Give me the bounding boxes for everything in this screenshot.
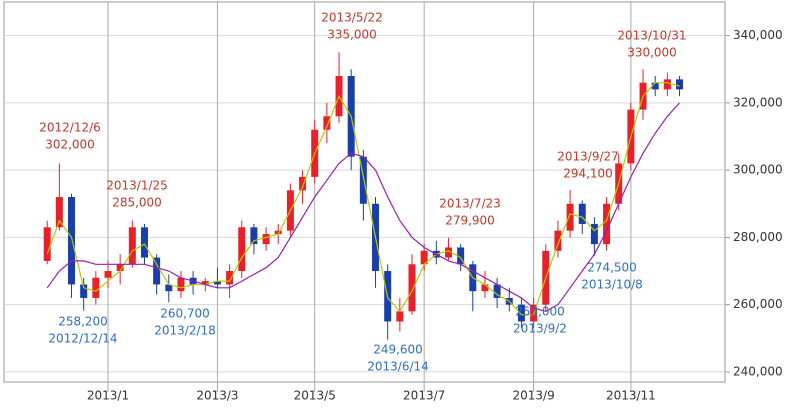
candle-body bbox=[201, 281, 209, 285]
x-tick-label: 2013/1 bbox=[87, 389, 129, 403]
y-tick-label: 240,000 bbox=[733, 364, 783, 378]
annotation-date: 2013/10/31 bbox=[617, 29, 686, 43]
annotation-value: 285,000 bbox=[112, 196, 162, 210]
candle-body bbox=[226, 271, 234, 285]
moving-average-line bbox=[46, 82, 680, 316]
annotation-date: 258,200 bbox=[58, 315, 108, 329]
annotation-value: 302,000 bbox=[45, 138, 95, 152]
candle-body bbox=[420, 250, 428, 265]
annotation-value: 2013/10/8 bbox=[581, 278, 643, 292]
annotation-value: 279,900 bbox=[445, 214, 495, 228]
candle-body bbox=[566, 203, 574, 231]
annotation-date: 2012/12/6 bbox=[39, 121, 101, 135]
candle-body bbox=[68, 197, 76, 285]
candle-body bbox=[481, 284, 489, 292]
candle-body bbox=[578, 203, 586, 224]
annotation-value: 335,000 bbox=[327, 28, 377, 42]
candle-body bbox=[396, 311, 404, 322]
candle-body bbox=[262, 234, 270, 245]
annotation-date: 260,700 bbox=[160, 307, 210, 321]
candle-body bbox=[590, 223, 598, 245]
annotation-date: 274,500 bbox=[587, 261, 637, 275]
candle-body bbox=[408, 264, 416, 312]
y-tick-label: 340,000 bbox=[733, 28, 783, 42]
candle-body bbox=[140, 227, 148, 258]
candle-body bbox=[104, 271, 112, 278]
annotation-date: 253,000 bbox=[515, 305, 565, 319]
candle-body bbox=[165, 284, 173, 292]
annotation-date: 2013/1/25 bbox=[106, 179, 168, 193]
x-tick-label: 2013/11 bbox=[606, 389, 656, 403]
candle-body bbox=[55, 197, 63, 228]
candle-body bbox=[80, 284, 88, 298]
candle-body bbox=[250, 227, 258, 245]
annotation-value: 2012/12/14 bbox=[48, 332, 117, 346]
annotation-value: 2013/2/18 bbox=[154, 324, 216, 338]
candle-body bbox=[238, 227, 246, 272]
annotation-date: 2013/9/27 bbox=[557, 150, 619, 164]
moving-average-line bbox=[46, 102, 680, 313]
candle-body bbox=[603, 203, 611, 245]
candle-body bbox=[444, 247, 452, 258]
annotation-date: 2013/7/23 bbox=[439, 197, 501, 211]
y-tick-label: 320,000 bbox=[733, 95, 783, 109]
candle-body bbox=[177, 277, 185, 292]
candle-body bbox=[92, 277, 100, 298]
y-tick-label: 260,000 bbox=[733, 297, 783, 311]
candle-body bbox=[651, 82, 659, 90]
x-tick-label: 2013/5 bbox=[294, 389, 336, 403]
x-tick-label: 2013/3 bbox=[196, 389, 238, 403]
annotation-value: 2013/9/2 bbox=[513, 322, 567, 336]
y-tick-label: 280,000 bbox=[733, 230, 783, 244]
candle-body bbox=[299, 176, 307, 191]
candle-body bbox=[663, 79, 671, 90]
candle-body bbox=[359, 156, 367, 204]
candle-body bbox=[493, 284, 501, 298]
annotation-date: 2013/5/22 bbox=[321, 11, 383, 25]
candle-body bbox=[116, 264, 124, 272]
annotation-value: 2013/6/14 bbox=[367, 360, 429, 374]
candle-body bbox=[323, 116, 331, 130]
candle-body bbox=[274, 230, 282, 235]
y-tick-label: 300,000 bbox=[733, 163, 783, 177]
candle-body bbox=[128, 227, 136, 265]
annotation-value: 330,000 bbox=[627, 46, 677, 60]
candle-body bbox=[676, 79, 684, 90]
x-tick-label: 2013/9 bbox=[512, 389, 554, 403]
annotation-date: 249,600 bbox=[373, 343, 423, 357]
candle-body bbox=[43, 227, 51, 261]
candle-body bbox=[457, 247, 465, 265]
x-tick-label: 2013/7 bbox=[403, 389, 445, 403]
candle-body bbox=[554, 230, 562, 251]
candle-body bbox=[153, 257, 161, 285]
candle-body bbox=[517, 304, 525, 322]
candle-body bbox=[213, 281, 221, 285]
annotation-value: 294,100 bbox=[563, 167, 613, 181]
